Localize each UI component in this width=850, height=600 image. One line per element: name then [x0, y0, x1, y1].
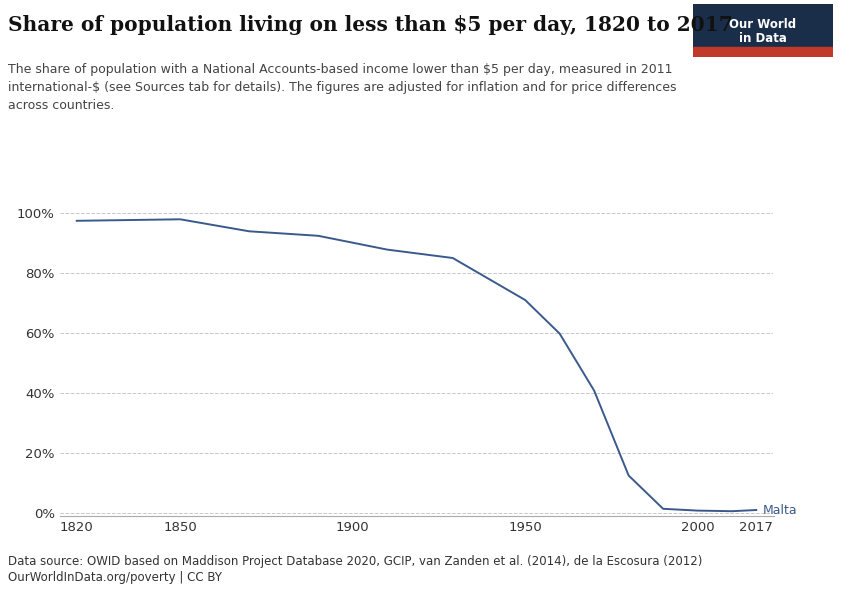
Text: Share of population living on less than $5 per day, 1820 to 2017: Share of population living on less than … — [8, 15, 734, 35]
Bar — [693, 47, 833, 57]
Text: Our World: Our World — [729, 18, 796, 31]
Text: OurWorldInData.org/poverty | CC BY: OurWorldInData.org/poverty | CC BY — [8, 571, 223, 584]
Text: in Data: in Data — [739, 32, 787, 45]
Text: Data source: OWID based on Maddison Project Database 2020, GCIP, van Zanden et a: Data source: OWID based on Maddison Proj… — [8, 555, 703, 568]
Text: Malta: Malta — [763, 503, 798, 517]
Text: The share of population with a National Accounts-based income lower than $5 per : The share of population with a National … — [8, 63, 677, 112]
